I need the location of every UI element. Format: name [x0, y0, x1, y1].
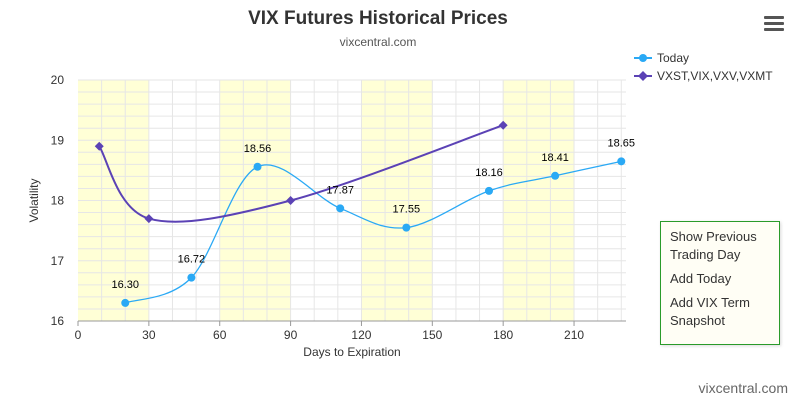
series-point: [286, 196, 296, 205]
series-point: [498, 120, 508, 130]
data-label: 18.16: [475, 167, 503, 179]
series-point: [121, 298, 130, 307]
hamburger-menu-icon[interactable]: [764, 16, 784, 34]
legend-swatch-term: [634, 71, 652, 81]
series-point: [144, 214, 154, 224]
series-point: [94, 141, 104, 151]
side-menu: Show Previous Trading Day Add Today Add …: [660, 221, 780, 345]
x-axis-label: Days to Expiration: [303, 345, 400, 359]
y-axis-label: Volatility: [27, 178, 41, 222]
y-tick-label: 20: [51, 73, 65, 87]
x-tick-label: 210: [564, 328, 584, 342]
data-label: 16.72: [178, 254, 206, 266]
x-tick-label: 0: [75, 328, 82, 342]
grid-lines: [78, 79, 626, 322]
data-labels: 16.30 16.72 18.56 17.87 17.55 18.16 18.41 18.65: [111, 137, 635, 291]
y-tick-label: 17: [51, 254, 65, 268]
add-vix-term-snapshot-button[interactable]: Add VIX Term Snapshot: [670, 295, 750, 328]
series-point: [551, 171, 560, 180]
legend: Today VXST,VIX,VXV,VXMT: [634, 49, 773, 85]
add-today-button[interactable]: Add Today: [670, 271, 732, 286]
footer-credit[interactable]: vixcentral.com: [698, 380, 788, 396]
series-point: [253, 162, 262, 171]
chart-title: VIX Futures Historical Prices: [248, 8, 508, 29]
data-label: 17.55: [393, 204, 421, 216]
series-point: [336, 204, 345, 213]
data-label: 18.65: [608, 137, 636, 149]
chart-subtitle: vixcentral.com: [339, 35, 417, 49]
x-tick-label: 30: [142, 328, 156, 342]
legend-item-today[interactable]: Today: [634, 49, 773, 67]
x-tick-label: 90: [284, 328, 298, 342]
x-tick-label: 120: [351, 328, 371, 342]
legend-swatch-today: [634, 54, 652, 62]
series-point: [187, 273, 196, 282]
data-label: 16.30: [111, 279, 139, 291]
legend-label-term: VXST,VIX,VXV,VXMT: [657, 69, 773, 83]
series-layer: [94, 120, 626, 307]
y-tick-label: 18: [51, 194, 65, 208]
x-tick-label: 60: [213, 328, 227, 342]
series-line: [125, 160, 622, 304]
y-tick-label: 19: [51, 133, 65, 147]
series-point: [617, 157, 626, 166]
data-label: 17.87: [326, 184, 354, 196]
data-label: 18.41: [541, 152, 569, 164]
x-tick-label: 150: [422, 328, 442, 342]
legend-item-term[interactable]: VXST,VIX,VXV,VXMT: [634, 67, 773, 85]
series-line: [98, 124, 504, 223]
legend-label-today: Today: [657, 51, 690, 65]
y-tick-label: 16: [51, 314, 65, 328]
x-tick-label: 180: [493, 328, 513, 342]
data-label: 18.56: [244, 143, 272, 155]
series-point: [485, 186, 493, 195]
series-point: [402, 223, 411, 232]
show-previous-trading-day-button[interactable]: Show Previous Trading Day: [670, 229, 757, 262]
axes: 0 30 60 90 120 150 180 210 16 17 18 19 20 Days to Exp…: [27, 73, 626, 359]
